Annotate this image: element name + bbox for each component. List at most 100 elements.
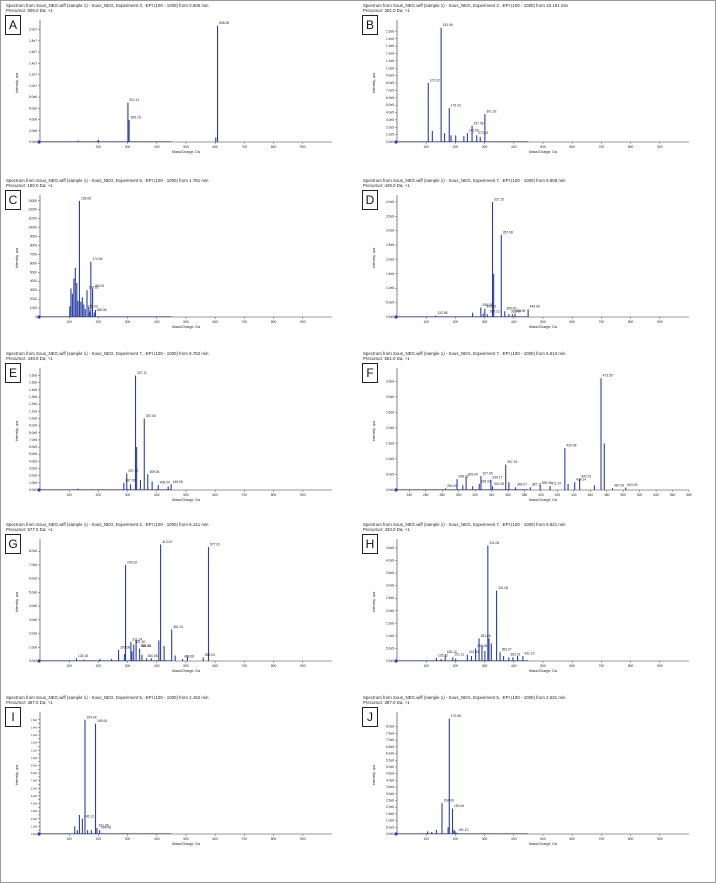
x-tick-label: 100 — [423, 837, 429, 841]
x-tick-label: 400 — [511, 145, 517, 149]
x-tick-label: 900 — [300, 664, 306, 668]
peak-label: 145.12 — [84, 814, 94, 818]
x-tick-label: 360 — [505, 493, 511, 497]
peak-label: 180.03 — [94, 284, 104, 288]
y-tick-label: 4.0e6 — [29, 118, 37, 122]
y-tick-label: 6000 — [30, 261, 37, 265]
peak-label: 241.06 — [469, 129, 479, 133]
x-tick-label: 600 — [212, 145, 218, 149]
peak-label: 135.12 — [438, 653, 448, 657]
peak-label: 125.18 — [78, 654, 88, 658]
x-tick-label: 800 — [628, 664, 634, 668]
peak-label: 402.09 — [515, 309, 525, 313]
x-tick-label: 380 — [522, 493, 528, 497]
y-tick-label: 2.0e6 — [29, 129, 37, 133]
x-tick-label: 200 — [453, 837, 459, 841]
peak-label: 311.24 — [132, 637, 142, 641]
peak-label: 357.06 — [146, 414, 156, 418]
header-line: Precursor: 301.0 Da; +1 — [363, 8, 410, 14]
x-tick-label: 300 — [125, 320, 131, 324]
y-tick-label: 1.0e5 — [29, 481, 37, 485]
origin-marker — [37, 315, 41, 319]
x-tick-label: 400 — [154, 320, 160, 324]
x-tick-label: 300 — [125, 145, 131, 149]
x-tick-label: 600 — [212, 664, 218, 668]
x-tick-label: 100 — [66, 320, 72, 324]
peak-label: 174.06 — [92, 257, 102, 261]
peak-label: 503.09 — [627, 483, 637, 487]
peak-label: 301.11 — [129, 98, 139, 102]
y-tick-label: 3.5e6 — [386, 379, 394, 383]
y-tick-label: 4.0e5 — [386, 111, 394, 115]
peak-label: 339.10 — [140, 644, 150, 648]
peak-label: 341.06 — [498, 586, 508, 590]
x-tick-label: 300 — [482, 145, 488, 149]
spectrum-plot: 0 1000 2000 3000 4000 5000 6000 7000 8000 9000 100… — [15, 195, 332, 329]
y-tick-label: 6.0e6 — [386, 752, 394, 756]
peak-label: 164.02 — [89, 286, 99, 290]
spectrum-header: Spectrum from Sous_NEG.wiff (sample 1) -… — [6, 178, 208, 189]
peak-label: 369.06 — [149, 470, 159, 474]
y-tick-label: 7.5e6 — [386, 731, 394, 735]
y-axis-title: Intensity, cps — [372, 591, 376, 612]
peak-label: 289.12 — [490, 310, 500, 314]
y-tick-label: 0.0e0 — [386, 315, 394, 319]
panel-letter: I — [5, 707, 21, 727]
x-tick-label: 540 — [653, 493, 659, 497]
peak-label: 327.11 — [137, 371, 147, 375]
panel-letter: A — [5, 15, 21, 35]
x-tick-label: 800 — [271, 664, 277, 668]
y-tick-label: 1.0e6 — [29, 416, 37, 420]
peak-label: 298.02 — [459, 475, 469, 479]
y-tick-label: 9.0e5 — [386, 74, 394, 78]
x-tick-label: 460 — [588, 493, 594, 497]
x-tick-label: 400 — [511, 664, 517, 668]
y-tick-label: 3.0e6 — [386, 792, 394, 796]
spectrum-header: Spectrum from Sous_NEG.wiff (sample 1) -… — [363, 522, 565, 533]
y-tick-label: 1.8e7 — [29, 39, 37, 43]
x-tick-label: 200 — [96, 664, 102, 668]
header-line: Spectrum from Sous_NEG.wiff (sample 1) -… — [6, 695, 209, 700]
y-tick-label: 2.0e5 — [29, 474, 37, 478]
y-tick-label: 7.0e5 — [29, 438, 37, 442]
header-line: Spectrum from Sous_NEG.wiff (sample 1) -… — [6, 178, 209, 183]
x-tick-label: 900 — [300, 320, 306, 324]
y-tick-label: 1.4e6 — [29, 388, 37, 392]
y-tick-label: 2.5e6 — [386, 410, 394, 414]
x-tick-label: 340 — [489, 493, 495, 497]
spectrum-panel-a: Spectrum from Sous_NEG.wiff (sample 1) -… — [2, 2, 354, 174]
y-tick-label: 5.0e5 — [386, 825, 394, 829]
x-axis-title: Mass/Charge, Da — [529, 669, 557, 673]
x-axis-title: Mass/Charge, Da — [529, 150, 557, 154]
y-tick-label: 1.2e7 — [29, 73, 37, 77]
peak-label: 405.04 — [160, 480, 170, 484]
peak-label: 369.00 — [506, 307, 516, 311]
spectrum-panel-h: Spectrum from Sous_NEG.wiff (sample 1) -… — [359, 521, 711, 693]
y-tick-label: 0.0e0 — [386, 659, 394, 663]
peak-label: 357.15 — [507, 460, 517, 464]
peak-label: 281.06 — [481, 634, 491, 638]
y-tick-label: 1.0e6 — [386, 819, 394, 823]
peak-label: 577.02 — [210, 543, 220, 547]
panel-letter: B — [362, 15, 378, 35]
y-tick-label: 1.3e6 — [31, 734, 38, 737]
peak-label: 311.08 — [489, 541, 499, 545]
y-tick-label: 2.0e5 — [31, 818, 38, 821]
peak-label: 383.00 — [511, 310, 521, 314]
peak-label: 191.11 — [454, 653, 464, 657]
x-tick-label: 400 — [154, 145, 160, 149]
y-tick-label: 1.4e7 — [29, 61, 37, 65]
y-tick-label: 8.0e5 — [386, 81, 394, 85]
peak-label: 327.10 — [494, 197, 504, 201]
header-line: Precursor: 387.0 Da; +1 — [6, 700, 53, 706]
x-tick-label: 200 — [96, 145, 102, 149]
x-tick-label: 400 — [538, 493, 544, 497]
y-tick-label: 5000 — [30, 270, 37, 274]
spectrum-header: Spectrum from Sous_NEG.wiff (sample 1) -… — [363, 178, 565, 189]
peak-label: 327.05 — [482, 472, 492, 476]
peak-label: 293.02 — [127, 560, 137, 564]
y-tick-label: 1.0e6 — [386, 457, 394, 461]
peak-label: 151.06 — [443, 23, 453, 27]
peak-label: 353.07 — [502, 648, 512, 652]
peak-label: 188.06 — [96, 308, 106, 312]
